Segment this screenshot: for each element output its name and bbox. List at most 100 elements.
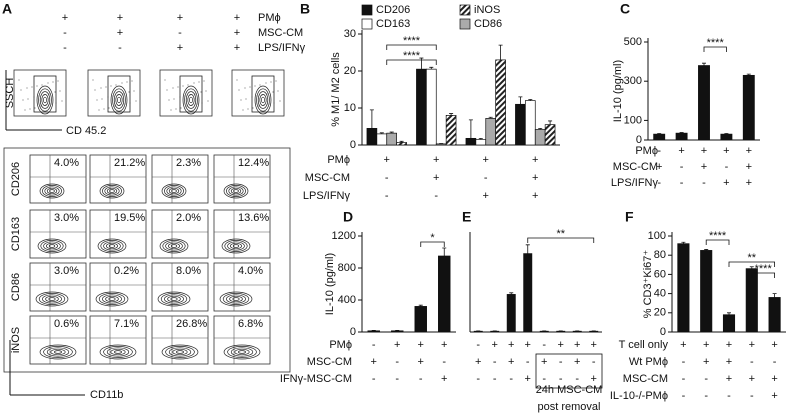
event-dot bbox=[258, 105, 260, 107]
contour bbox=[106, 187, 118, 195]
contour bbox=[221, 238, 251, 254]
marker-label: CD163 bbox=[10, 217, 22, 251]
significance-bracket bbox=[386, 44, 437, 50]
significance-bracket bbox=[703, 46, 727, 52]
treatment-sign: + bbox=[433, 154, 439, 166]
significance-bracket bbox=[728, 261, 775, 267]
contour bbox=[46, 242, 58, 250]
bar bbox=[524, 100, 536, 146]
treatment-label: T cell only bbox=[619, 339, 669, 351]
treatment-sign: + bbox=[591, 339, 597, 351]
contour bbox=[227, 346, 257, 358]
treatment-sign: + bbox=[726, 339, 732, 351]
bar bbox=[445, 115, 457, 146]
y-axis-label: SSCH bbox=[4, 78, 16, 109]
contour bbox=[38, 88, 52, 112]
plot-frame bbox=[89, 209, 147, 259]
treatment-label: MSC-CM bbox=[307, 356, 352, 368]
contour bbox=[162, 240, 186, 252]
contour bbox=[159, 238, 189, 254]
significance-label: ** bbox=[556, 228, 565, 240]
percent-label: 26.8% bbox=[176, 318, 207, 330]
event-dot bbox=[254, 85, 256, 87]
event-dot bbox=[101, 98, 103, 100]
event-dot bbox=[24, 109, 26, 111]
event-dot bbox=[103, 108, 105, 110]
bar bbox=[523, 253, 533, 333]
event-dot bbox=[184, 95, 186, 97]
contour bbox=[48, 244, 56, 248]
event-dot bbox=[242, 109, 244, 111]
significance-label: **** bbox=[707, 37, 725, 49]
error-bar bbox=[724, 133, 729, 135]
contour bbox=[45, 295, 59, 303]
y-tick-label: 40 bbox=[654, 288, 666, 300]
error-bar bbox=[418, 304, 423, 307]
treatment-sign: + bbox=[433, 172, 439, 184]
y-tick-label: 500 bbox=[624, 36, 642, 48]
event-dot bbox=[259, 84, 261, 86]
y-tick-label: 60 bbox=[654, 268, 666, 280]
contour bbox=[54, 350, 62, 354]
event-dot bbox=[47, 82, 49, 84]
contour bbox=[103, 241, 121, 251]
bar bbox=[722, 314, 736, 333]
event-dot bbox=[45, 104, 47, 106]
contour bbox=[106, 347, 130, 357]
legend-swatch bbox=[459, 18, 471, 30]
treatment-sign: + bbox=[525, 373, 531, 385]
error-bar bbox=[727, 312, 731, 315]
event-dot bbox=[187, 84, 189, 86]
contour bbox=[40, 240, 64, 252]
contour bbox=[168, 242, 180, 250]
contour bbox=[43, 96, 47, 104]
event-dot bbox=[279, 100, 281, 102]
treatment-sign: + bbox=[746, 177, 752, 189]
event-dot bbox=[33, 96, 35, 98]
contour bbox=[103, 346, 133, 358]
y-tick-label: 0 bbox=[350, 326, 356, 338]
event-dot bbox=[26, 87, 28, 89]
error-bar bbox=[702, 62, 706, 66]
event-dot bbox=[27, 98, 29, 100]
bar bbox=[366, 128, 378, 146]
treatment-label: PMϕ bbox=[327, 154, 350, 166]
contour bbox=[168, 187, 180, 195]
treatment-sign: + bbox=[492, 339, 498, 351]
treatment-label: IFNγ-MSC-CM bbox=[280, 373, 352, 385]
marker-label: CD206 bbox=[10, 162, 22, 196]
y-axis-label: IL-10 (pg/ml) bbox=[324, 253, 336, 315]
y-tick-label: 20 bbox=[344, 65, 356, 77]
treatment-sign: + bbox=[177, 12, 183, 24]
error-bar bbox=[468, 119, 473, 139]
percent-label: 13.6% bbox=[238, 212, 269, 224]
significance-bracket bbox=[751, 272, 775, 278]
panel-letter: A bbox=[2, 1, 12, 17]
event-dot bbox=[175, 108, 177, 110]
contour bbox=[106, 242, 118, 250]
plot-frame bbox=[29, 209, 87, 259]
event-dot bbox=[22, 99, 24, 101]
treatment-sign: + bbox=[703, 339, 709, 351]
event-dot bbox=[96, 99, 98, 101]
contour bbox=[168, 347, 192, 357]
treatment-sign: + bbox=[483, 154, 489, 166]
bar bbox=[515, 103, 526, 146]
x-axis-label: CD11b bbox=[90, 389, 123, 401]
contour bbox=[184, 88, 198, 112]
bar bbox=[485, 118, 496, 146]
treatment-label: LPS/IFNγ bbox=[611, 177, 659, 189]
treatment-sign: - bbox=[385, 190, 389, 202]
event-dot bbox=[207, 100, 209, 102]
percent-label: 21.2% bbox=[114, 157, 145, 169]
contour bbox=[48, 297, 56, 301]
panel-letter: B bbox=[300, 1, 310, 17]
contour bbox=[108, 297, 116, 301]
treatment-sign: + bbox=[532, 154, 538, 166]
treatment-sign: + bbox=[234, 42, 240, 54]
bar bbox=[465, 137, 477, 146]
error-bar bbox=[369, 109, 374, 129]
treatment-sign: + bbox=[746, 145, 752, 157]
percent-label: 2.3% bbox=[176, 157, 201, 169]
event-dot bbox=[92, 79, 94, 81]
